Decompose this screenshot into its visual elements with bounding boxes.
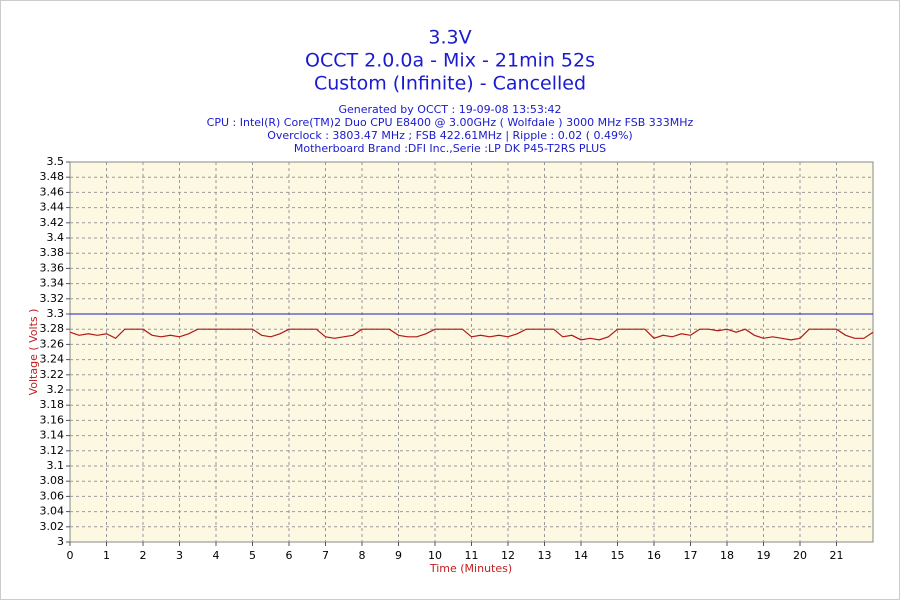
y-tick-label: 3.34 <box>40 277 65 290</box>
info-line: Motherboard Brand :DFI Inc.,Serie :LP DK… <box>294 142 606 155</box>
x-tick-label: 2 <box>140 549 147 562</box>
chart-subtitle: OCCT 2.0.0a - Mix - 21min 52s <box>305 50 595 72</box>
info-line: CPU : Intel(R) Core(TM)2 Duo CPU E8400 @… <box>207 116 694 129</box>
x-tick-label: 21 <box>830 549 844 562</box>
y-tick-label: 3.04 <box>40 505 65 518</box>
y-tick-label: 3 <box>57 535 64 548</box>
y-tick-label: 3.38 <box>40 246 65 259</box>
y-tick-label: 3.5 <box>47 155 65 168</box>
y-tick-label: 3.48 <box>40 170 65 183</box>
y-tick-label: 3.24 <box>40 353 65 366</box>
x-tick-label: 1 <box>103 549 110 562</box>
y-tick-label: 3.2 <box>47 383 65 396</box>
chart-title: 3.3V <box>428 27 471 49</box>
info-line: Overclock : 3803.47 MHz ; FSB 422.61MHz … <box>267 129 632 142</box>
y-axis-label: Voltage ( Volts ) <box>27 309 40 396</box>
x-tick-label: 8 <box>359 549 366 562</box>
y-tick-label: 3.36 <box>40 261 65 274</box>
x-tick-label: 19 <box>757 549 771 562</box>
y-tick-label: 3.3 <box>47 307 65 320</box>
x-tick-label: 4 <box>213 549 220 562</box>
x-tick-label: 7 <box>322 549 329 562</box>
x-axis-label: Time (Minutes) <box>429 562 512 575</box>
y-tick-label: 3.12 <box>40 444 65 457</box>
chart-subtitle: Custom (Infinite) - Cancelled <box>314 73 586 95</box>
y-tick-label: 3.4 <box>47 231 65 244</box>
info-line: Generated by OCCT : 19-09-08 13:53:42 <box>338 103 561 116</box>
x-tick-label: 18 <box>720 549 734 562</box>
y-tick-label: 3.46 <box>40 185 65 198</box>
y-tick-label: 3.16 <box>40 413 65 426</box>
x-tick-label: 15 <box>611 549 625 562</box>
x-tick-label: 11 <box>465 549 479 562</box>
x-tick-label: 12 <box>501 549 515 562</box>
y-tick-label: 3.18 <box>40 398 65 411</box>
x-tick-label: 14 <box>574 549 588 562</box>
x-tick-label: 13 <box>538 549 552 562</box>
x-tick-label: 9 <box>395 549 402 562</box>
y-tick-label: 3.26 <box>40 337 65 350</box>
x-tick-label: 5 <box>249 549 256 562</box>
data-line <box>69 328 874 341</box>
x-tick-label: 17 <box>684 549 698 562</box>
y-tick-label: 3.06 <box>40 489 65 502</box>
x-tick-label: 16 <box>647 549 661 562</box>
y-tick-label: 3.08 <box>40 474 65 487</box>
x-tick-label: 20 <box>793 549 807 562</box>
x-tick-label: 0 <box>67 549 74 562</box>
plot-area <box>69 161 874 543</box>
y-tick-label: 3.22 <box>40 368 65 381</box>
x-tick-label: 10 <box>428 549 442 562</box>
x-tick-label: 3 <box>176 549 183 562</box>
y-tick-label: 3.14 <box>40 429 65 442</box>
y-tick-label: 3.32 <box>40 292 65 305</box>
y-tick-label: 3.28 <box>40 322 65 335</box>
x-tick-label: 6 <box>286 549 293 562</box>
y-tick-label: 3.02 <box>40 520 65 533</box>
y-tick-label: 3.44 <box>40 201 65 214</box>
y-tick-label: 3.1 <box>47 459 65 472</box>
y-tick-label: 3.42 <box>40 216 65 229</box>
